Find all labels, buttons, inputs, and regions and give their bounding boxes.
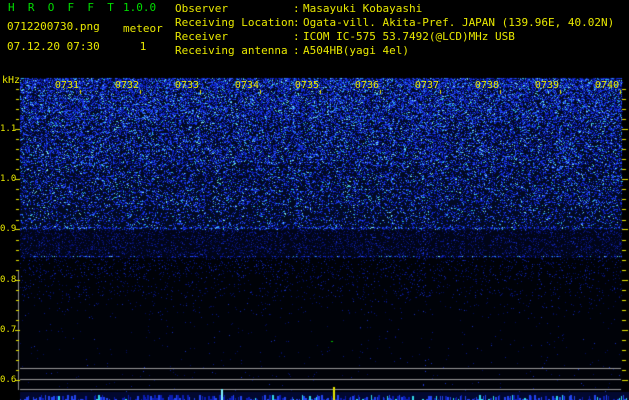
info-value: A504HB(yagi 4el) bbox=[303, 44, 409, 57]
app-version: 1.0.0 bbox=[123, 1, 157, 14]
info-value: Ogata-vill. Akita-Pref. JAPAN (139.96E, … bbox=[303, 16, 615, 29]
info-label: Receiver bbox=[175, 30, 228, 43]
info-separator: : bbox=[293, 16, 300, 29]
observation-mode: meteor bbox=[123, 22, 163, 35]
time-tick-label: 0736 bbox=[354, 80, 379, 91]
time-tick-label: 0734 bbox=[234, 80, 259, 91]
info-separator: : bbox=[293, 30, 300, 43]
station-info-row: Observer: Masayuki Kobayashi bbox=[175, 3, 614, 17]
time-tick-label: 0738 bbox=[474, 80, 499, 91]
time-tick-label: 0732 bbox=[114, 80, 139, 91]
time-tick-label: 0737 bbox=[414, 80, 439, 91]
info-value: Masayuki Kobayashi bbox=[303, 2, 423, 15]
freq-tick-label: 0.8 bbox=[0, 275, 17, 285]
freq-axis-unit-label: kHz bbox=[2, 75, 21, 86]
freq-tick-label: 1.0 bbox=[0, 174, 17, 184]
time-tick-label: 0735 bbox=[294, 80, 319, 91]
station-info-row: Receiving Location: Ogata-vill. Akita-Pre… bbox=[175, 17, 614, 31]
info-label: Observer bbox=[175, 2, 228, 15]
station-info-row: Receiving antenna: A504HB(yagi 4el) bbox=[175, 45, 614, 59]
info-label: Receiving antenna bbox=[175, 44, 288, 57]
info-label: Receiving Location bbox=[175, 16, 295, 29]
time-tick-label: 0739 bbox=[534, 80, 559, 91]
station-info-block: Observer: Masayuki Kobayashi Receiving Loc… bbox=[175, 3, 614, 59]
station-info-row: Receiver: ICOM IC-575 53.7492(@LCD)MHz US… bbox=[175, 31, 614, 45]
info-value: ICOM IC-575 53.7492(@LCD)MHz USB bbox=[303, 30, 515, 43]
freq-tick-label: 1.1 bbox=[0, 124, 17, 134]
output-filename: 0712200730.png bbox=[7, 20, 100, 33]
time-tick-label: 0740 bbox=[594, 80, 619, 91]
freq-tick-label: 0.7 bbox=[0, 325, 17, 335]
observation-datetime: 07.12.20 07:30 bbox=[7, 40, 100, 53]
time-tick-label: 0731 bbox=[54, 80, 79, 91]
info-separator: : bbox=[293, 2, 300, 15]
freq-tick-label: 0.9 bbox=[0, 224, 17, 234]
echo-count: 1 bbox=[139, 40, 147, 53]
freq-tick-label: 0.6 bbox=[0, 375, 17, 385]
time-tick-label: 0733 bbox=[174, 80, 199, 91]
app-title: H R O F F T bbox=[8, 1, 118, 14]
info-separator: : bbox=[293, 44, 300, 57]
